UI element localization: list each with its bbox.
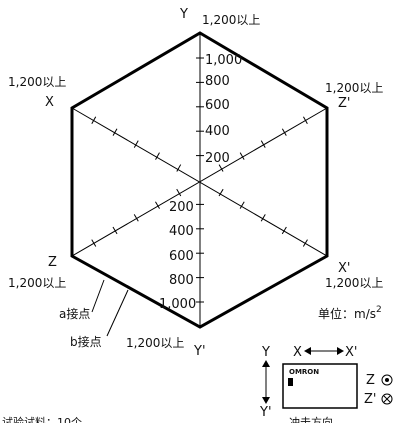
inset-label-z-prime: Z': [364, 392, 376, 407]
inset-caption: 冲击方向: [289, 415, 333, 423]
dot-out-center: [385, 378, 389, 382]
cross-in-icon: [381, 393, 393, 405]
arrow-right-icon: [337, 347, 344, 355]
arrow-up-icon: [262, 360, 270, 367]
axis-tick: [112, 128, 118, 136]
footer-note: 试验试料：10个: [2, 415, 82, 423]
axis-tick: [133, 214, 139, 222]
axis-tick: [91, 239, 97, 247]
legend-b-contact: b接点: [70, 334, 102, 349]
axis-tick: [91, 116, 97, 124]
leader-a: [91, 279, 105, 313]
axis-tick: [302, 239, 308, 247]
inset-label-z: Z: [366, 373, 375, 388]
relay-terminal: [288, 378, 293, 386]
axis-tick: [281, 128, 287, 136]
axis-ticks: [91, 57, 308, 303]
unit-label: 单位：m/s2: [318, 305, 382, 321]
axis-tick: [155, 201, 160, 209]
value-x: 1,200以上: [8, 75, 66, 89]
axis-tick: [176, 188, 182, 197]
tick-label: 1,000: [205, 53, 242, 68]
tick-label: 600: [205, 98, 230, 113]
inset-label-x: X: [293, 345, 302, 360]
shock-direction-inset: Y Y' X X' OMRON Z Z' 冲击方向: [259, 345, 393, 423]
label-y: Y: [179, 7, 188, 22]
axis-tick: [281, 226, 287, 235]
arrow-left-icon: [304, 347, 311, 355]
label-y-prime: Y': [193, 344, 206, 359]
dot-out-icon: [381, 374, 393, 386]
axis-tick: [218, 164, 224, 172]
leader-b: [106, 289, 129, 337]
value-y-prime: 1,200以上: [126, 336, 184, 350]
brand-label: OMRON: [289, 368, 319, 376]
tick-label: 800: [205, 74, 230, 89]
value-x-prime: 1,200以上: [325, 276, 383, 290]
tick-label: 200: [169, 200, 194, 215]
tick-label: 1,000: [159, 297, 196, 312]
label-x: X: [45, 95, 54, 110]
tick-label: 400: [169, 224, 194, 239]
axis-tick: [176, 164, 182, 172]
inset-label-x-prime: X': [345, 345, 357, 360]
inset-label-y-prime: Y': [259, 405, 272, 420]
arrow-down-icon: [262, 397, 270, 404]
axis-tick: [260, 214, 266, 222]
axis-tick: [260, 140, 266, 148]
tick-label: 800: [169, 273, 194, 288]
y-tick-labels-upper: 200 400 600 800 1,000: [205, 53, 242, 166]
axis-tick: [155, 152, 160, 160]
value-z-prime: 1,200以上: [325, 81, 383, 95]
value-z: 1,200以上: [8, 276, 66, 290]
tick-label: 600: [169, 249, 194, 264]
legend-a-contact: a接点: [59, 306, 90, 321]
axis-tick: [112, 226, 118, 235]
relay-body: [282, 363, 358, 409]
axis-tick: [218, 188, 224, 197]
label-x-prime: X': [338, 261, 350, 276]
axis-tick: [303, 116, 308, 124]
value-y: 1,200以上: [202, 13, 260, 27]
label-z-prime: Z': [338, 96, 350, 111]
axis-tick: [133, 140, 139, 148]
inset-label-y: Y: [261, 345, 270, 360]
tick-label: 200: [205, 151, 230, 166]
axis-tick: [239, 201, 245, 209]
label-z: Z: [48, 255, 57, 270]
tick-label: 400: [205, 124, 230, 139]
y-tick-labels-lower: 200 400 600 800 1,000: [159, 200, 196, 312]
axis-tick: [239, 152, 245, 160]
